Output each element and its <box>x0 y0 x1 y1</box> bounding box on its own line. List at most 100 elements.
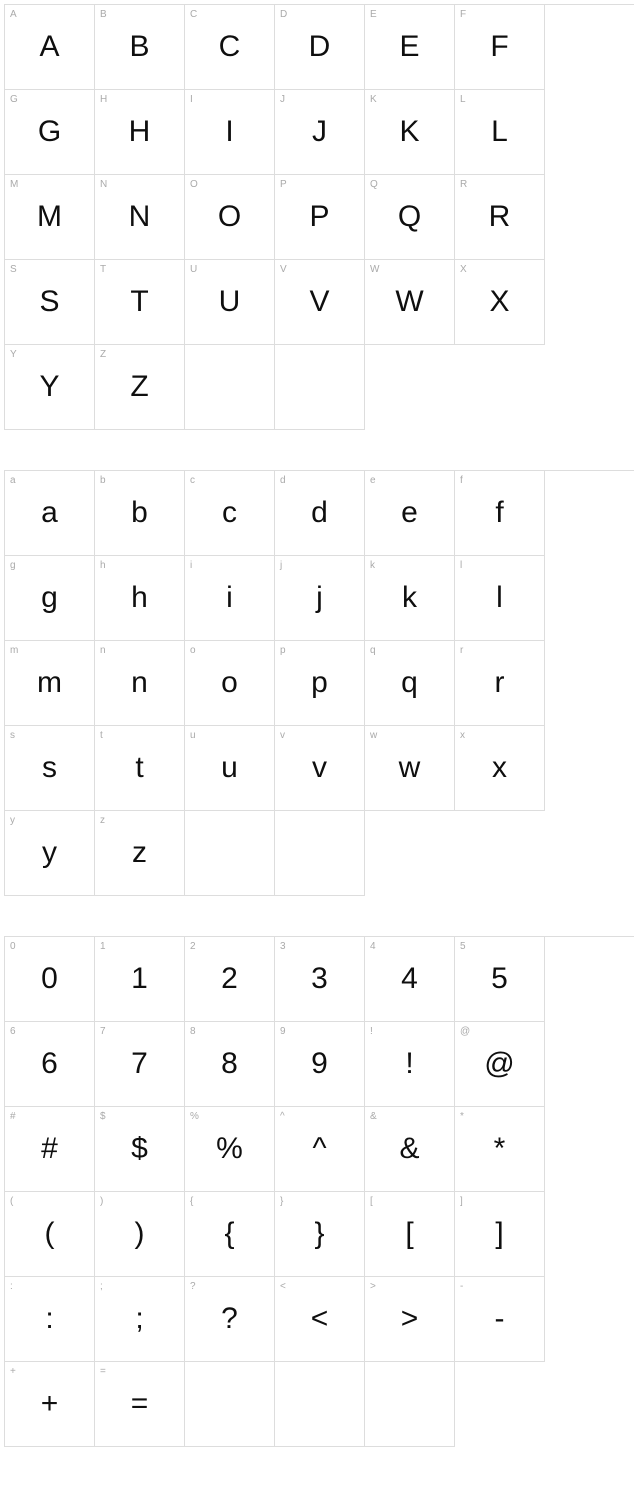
char-cell[interactable]: ^^ <box>275 1107 365 1192</box>
char-cell[interactable]: )) <box>95 1192 185 1277</box>
char-cell[interactable]: UU <box>185 260 275 345</box>
char-cell[interactable]: zz <box>95 811 185 896</box>
char-cell[interactable]: nn <box>95 641 185 726</box>
char-cell[interactable]: EE <box>365 5 455 90</box>
char-cell[interactable]: -- <box>455 1277 545 1362</box>
char-cell[interactable]: ++ <box>5 1362 95 1447</box>
char-cell[interactable]: == <box>95 1362 185 1447</box>
char-cell[interactable]: ee <box>365 471 455 556</box>
char-cell[interactable]: rr <box>455 641 545 726</box>
char-cell[interactable]: yy <box>5 811 95 896</box>
char-cell[interactable]: VV <box>275 260 365 345</box>
char-cell-glyph: I <box>225 117 233 147</box>
char-cell-label: $ <box>100 1111 106 1122</box>
char-cell[interactable]: uu <box>185 726 275 811</box>
char-cell[interactable]: bb <box>95 471 185 556</box>
char-cell[interactable]: ?? <box>185 1277 275 1362</box>
char-cell[interactable]: %% <box>185 1107 275 1192</box>
char-cell[interactable]: QQ <box>365 175 455 260</box>
char-cell[interactable]: ZZ <box>95 345 185 430</box>
char-cell[interactable]: GG <box>5 90 95 175</box>
char-cell[interactable]: II <box>185 90 275 175</box>
char-cell[interactable]: JJ <box>275 90 365 175</box>
char-cell[interactable]: CC <box>185 5 275 90</box>
char-cell[interactable]: kk <box>365 556 455 641</box>
char-cell[interactable]: aa <box>5 471 95 556</box>
char-cell[interactable]: mm <box>5 641 95 726</box>
char-cell[interactable]: dd <box>275 471 365 556</box>
char-cell-glyph: N <box>129 202 151 232</box>
char-cell[interactable]: 33 <box>275 937 365 1022</box>
char-cell[interactable]: << <box>275 1277 365 1362</box>
char-cell[interactable]: ]] <box>455 1192 545 1277</box>
char-cell-glyph: ^ <box>312 1134 326 1164</box>
char-cell[interactable]: ii <box>185 556 275 641</box>
char-cell-label: * <box>460 1111 464 1122</box>
char-cell[interactable]: cc <box>185 471 275 556</box>
char-cell[interactable]: jj <box>275 556 365 641</box>
char-cell[interactable]: ff <box>455 471 545 556</box>
char-cell[interactable]: OO <box>185 175 275 260</box>
char-cell[interactable]: oo <box>185 641 275 726</box>
char-cell-label: O <box>190 179 198 190</box>
char-cell[interactable]: 11 <box>95 937 185 1022</box>
char-cell[interactable]: NN <box>95 175 185 260</box>
char-cell[interactable]: RR <box>455 175 545 260</box>
char-cell[interactable]: :: <box>5 1277 95 1362</box>
char-cell[interactable]: }} <box>275 1192 365 1277</box>
char-cell[interactable]: ## <box>5 1107 95 1192</box>
char-cell[interactable]: $$ <box>95 1107 185 1192</box>
char-cell-glyph: g <box>41 583 58 613</box>
char-cell[interactable]: SS <box>5 260 95 345</box>
char-cell[interactable]: FF <box>455 5 545 90</box>
char-cell[interactable]: TT <box>95 260 185 345</box>
char-cell[interactable]: 00 <box>5 937 95 1022</box>
char-cell[interactable]: @@ <box>455 1022 545 1107</box>
char-cell[interactable]: 77 <box>95 1022 185 1107</box>
char-cell[interactable]: HH <box>95 90 185 175</box>
char-cell[interactable]: XX <box>455 260 545 345</box>
char-cell[interactable]: qq <box>365 641 455 726</box>
char-cell[interactable]: !! <box>365 1022 455 1107</box>
char-cell[interactable]: >> <box>365 1277 455 1362</box>
char-cell[interactable]: ll <box>455 556 545 641</box>
char-cell-label: Y <box>10 349 17 360</box>
char-cell[interactable]: && <box>365 1107 455 1192</box>
char-cell-glyph: ] <box>495 1219 503 1249</box>
char-cell[interactable]: hh <box>95 556 185 641</box>
char-cell[interactable]: WW <box>365 260 455 345</box>
char-cell-label: 3 <box>280 941 286 952</box>
char-cell[interactable]: 88 <box>185 1022 275 1107</box>
char-cell[interactable]: (( <box>5 1192 95 1277</box>
char-cell-glyph: 9 <box>311 1049 328 1079</box>
char-cell[interactable]: [[ <box>365 1192 455 1277</box>
char-cell-label: = <box>100 1366 106 1377</box>
char-cell[interactable]: xx <box>455 726 545 811</box>
char-cell[interactable]: 44 <box>365 937 455 1022</box>
char-cell[interactable]: DD <box>275 5 365 90</box>
char-cell[interactable]: {{ <box>185 1192 275 1277</box>
char-cell[interactable]: LL <box>455 90 545 175</box>
char-cell-glyph: d <box>311 498 328 528</box>
char-cell[interactable]: ** <box>455 1107 545 1192</box>
char-cell[interactable]: ww <box>365 726 455 811</box>
char-cell[interactable]: 55 <box>455 937 545 1022</box>
char-cell[interactable]: BB <box>95 5 185 90</box>
char-cell[interactable]: tt <box>95 726 185 811</box>
char-cell[interactable]: 22 <box>185 937 275 1022</box>
char-cell-label: & <box>370 1111 377 1122</box>
char-cell[interactable]: gg <box>5 556 95 641</box>
char-cell-label: J <box>280 94 285 105</box>
char-cell[interactable]: ;; <box>95 1277 185 1362</box>
char-cell[interactable]: pp <box>275 641 365 726</box>
char-cell[interactable]: MM <box>5 175 95 260</box>
char-cell[interactable]: AA <box>5 5 95 90</box>
char-cell[interactable]: YY <box>5 345 95 430</box>
char-cell[interactable]: vv <box>275 726 365 811</box>
char-cell[interactable]: KK <box>365 90 455 175</box>
char-cell[interactable]: 99 <box>275 1022 365 1107</box>
char-cell[interactable]: 66 <box>5 1022 95 1107</box>
char-cell[interactable]: PP <box>275 175 365 260</box>
char-cell[interactable]: ss <box>5 726 95 811</box>
char-cell-glyph: 4 <box>401 964 418 994</box>
